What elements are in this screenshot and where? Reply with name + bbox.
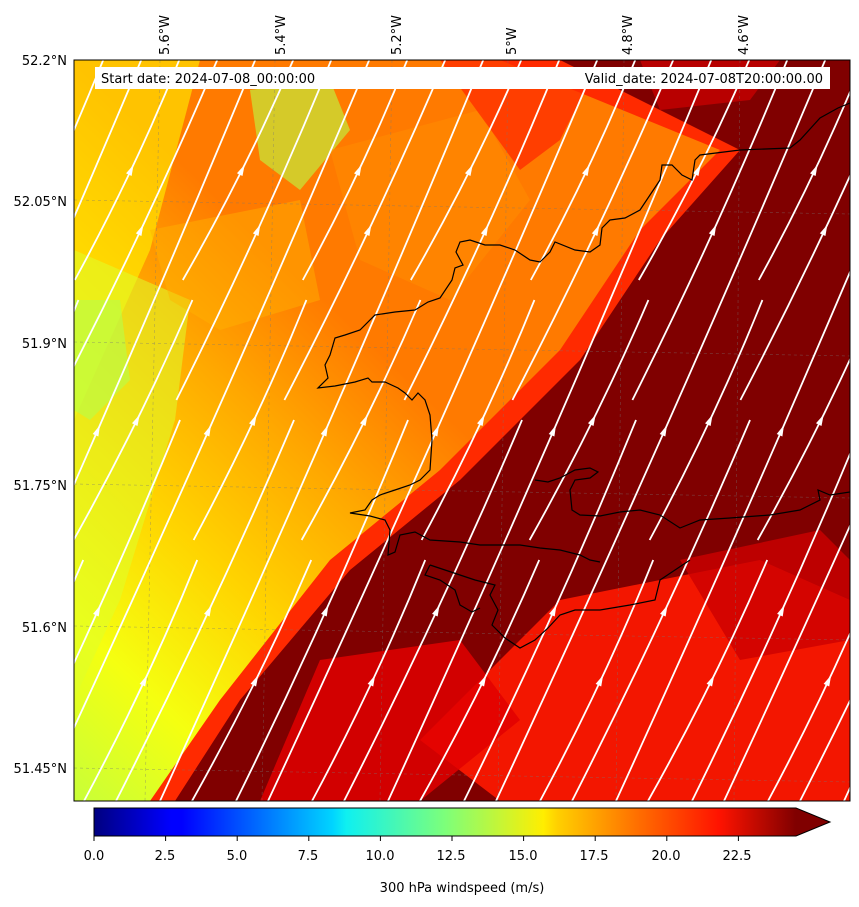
streamline-arrowhead	[204, 605, 212, 617]
streamline-arrowhead	[591, 224, 600, 236]
lon-tick-label: 5.6°W	[158, 15, 173, 55]
streamline-arrowhead	[548, 425, 557, 437]
lat-tick-label: 52.2°N	[22, 54, 67, 69]
colorbar-gradient	[94, 808, 796, 836]
colorbar-tick-label: 5.0	[227, 849, 248, 864]
streamline-arrowhead	[359, 414, 368, 426]
streamline-arrowhead	[660, 605, 668, 617]
streamline-arrowhead	[320, 425, 329, 437]
streamline-arrowhead	[23, 675, 31, 686]
streamline-arrowhead	[478, 675, 487, 687]
streamline-arrowhead	[659, 425, 668, 437]
streamline-arrowhead	[776, 425, 785, 437]
lat-tick-label: 51.6°N	[22, 621, 67, 636]
streamline-arrowhead	[139, 675, 148, 687]
streamline-arrowhead	[810, 164, 818, 176]
streamline	[74, 60, 105, 133]
map-border	[73, 59, 851, 802]
streamline-arrowhead	[126, 164, 134, 176]
streamline-arrowhead	[549, 605, 557, 617]
streamline-arrowhead	[823, 675, 832, 687]
lat-tick-label: 51.45°N	[14, 762, 67, 777]
coastline	[316, 102, 850, 649]
colorbar-tick-label: 22.5	[723, 849, 752, 864]
longitude-tick-labels: 5.6°W 5.4°W 5.2°W 5°W 4.8°W 4.6°W	[158, 15, 752, 55]
streamline	[0, 60, 65, 280]
streamline-arrowhead	[135, 224, 144, 236]
streamline-arrowhead	[464, 164, 473, 176]
streamline-arrowhead	[236, 164, 245, 176]
streamline-arrowhead	[203, 425, 212, 437]
colorbar-tick-label: 12.5	[437, 849, 466, 864]
date-header-box	[95, 67, 830, 89]
colorbar-tick-label: 10.0	[366, 849, 395, 864]
colorbar-label: 300 hPa windspeed (m/s)	[380, 881, 545, 896]
colorbar-tick-label: 2.5	[155, 849, 176, 864]
valid-date-label: Valid_date: 2024-07-08T20:00:00.00	[585, 72, 823, 87]
streamline	[0, 60, 27, 801]
streamline-arrowhead	[250, 675, 259, 687]
streamline-arrowhead	[249, 414, 257, 426]
streamline-arrowhead	[708, 224, 717, 236]
streamline-arrowhead	[595, 675, 604, 687]
streamline-arrowhead	[131, 414, 140, 426]
colorbar-extend-arrow	[796, 808, 830, 836]
colorbar-tick-label: 7.5	[298, 849, 319, 864]
colorbar-tick-label: 17.5	[580, 849, 609, 864]
colorbar: 0.0 2.5 5.0 7.5 10.0 12.5 15.0 17.5 20.0…	[84, 807, 832, 896]
windspeed-field	[0, 60, 850, 801]
colorbar-tick-label: 15.0	[509, 849, 538, 864]
lon-tick-label: 5.4°W	[274, 15, 289, 55]
streamline	[0, 420, 66, 801]
start-date-label: Start date: 2024-07-08_00:00:00	[101, 72, 315, 87]
streamline-arrowhead	[363, 224, 372, 236]
streamline-arrows	[9, 164, 832, 687]
streamline	[799, 698, 850, 801]
colorbar-tick-label: 20.0	[652, 849, 681, 864]
streamline-arrowhead	[354, 164, 362, 176]
streamline-arrowhead	[321, 605, 329, 617]
streamline-arrowhead	[692, 164, 701, 176]
lon-tick-label: 5°W	[505, 27, 520, 55]
streamline-arrowhead	[93, 605, 101, 617]
lon-tick-label: 5.2°W	[390, 15, 405, 55]
streamline-arrowhead	[252, 224, 261, 236]
lon-tick-label: 4.6°W	[737, 15, 752, 55]
lat-tick-label: 52.05°N	[14, 195, 67, 210]
streamline-arrowhead	[777, 605, 785, 617]
streamline-arrowhead	[480, 224, 489, 236]
lat-tick-label: 51.9°N	[22, 337, 67, 352]
streamline-arrowhead	[582, 164, 590, 176]
streamline-arrowhead	[9, 165, 17, 176]
streamline	[74, 299, 80, 314]
streamline	[723, 523, 850, 801]
latitude-tick-labels: 52.2°N 52.05°N 51.9°N 51.75°N 51.6°N 51.…	[14, 54, 67, 777]
colorbar-tick-label: 0.0	[84, 849, 105, 864]
streamline-arrowhead	[25, 225, 32, 236]
lat-tick-label: 51.75°N	[14, 479, 67, 494]
streamline-arrowhead	[432, 605, 440, 617]
streamline-arrowhead	[706, 675, 715, 687]
streamline-arrowhead	[92, 425, 101, 437]
lon-tick-label: 4.8°W	[621, 15, 636, 55]
streamline-arrowhead	[477, 414, 485, 426]
streamline-arrowhead	[431, 425, 440, 437]
streamline-arrowhead	[587, 414, 596, 426]
streamline	[74, 60, 143, 220]
streamline-arrowhead	[705, 414, 713, 426]
streamline-arrowhead	[21, 415, 29, 426]
streamline-arrowhead	[815, 414, 824, 426]
streamline-arrowhead	[367, 675, 376, 687]
streamline-arrowhead	[819, 224, 828, 236]
